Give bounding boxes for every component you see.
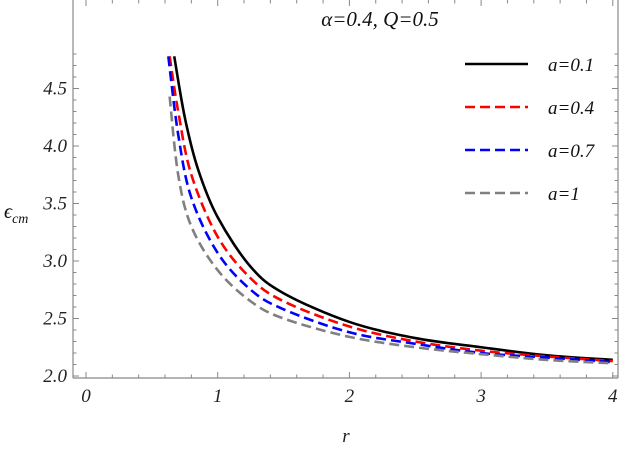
x-tick-label: 0 — [81, 386, 91, 407]
legend-label: a=0.7 — [548, 141, 596, 162]
y-axis-label: ϵcm — [4, 201, 28, 227]
series-line-a01 — [172, 56, 613, 362]
y-tick-label: 3.5 — [42, 194, 67, 215]
series-line-a1 — [168, 96, 613, 365]
x-tick-label: 2 — [345, 386, 355, 407]
y-tick-label: 2.0 — [43, 366, 67, 387]
legend-label: a=1 — [548, 184, 580, 205]
y-tick-label: 2.5 — [43, 309, 67, 330]
x-tick-label: 1 — [213, 386, 223, 407]
y-tick-label: 4.0 — [43, 136, 67, 157]
legend-label: a=0.1 — [548, 55, 594, 76]
y-axis-label-main: ϵ — [4, 201, 13, 223]
series-line-a07 — [167, 56, 613, 364]
chart-title: α=0.4, Q=0.5 — [321, 7, 439, 31]
x-tick-label: 4 — [608, 386, 618, 407]
legend-label: a=0.4 — [548, 98, 595, 119]
y-tick-label: 3.0 — [42, 251, 67, 272]
x-tick-label: 3 — [475, 386, 486, 407]
y-axis-label-sub: cm — [12, 212, 28, 227]
y-tick-label: 4.5 — [43, 79, 67, 100]
x-axis-label: r — [342, 426, 350, 447]
series-line-a04 — [168, 56, 613, 363]
